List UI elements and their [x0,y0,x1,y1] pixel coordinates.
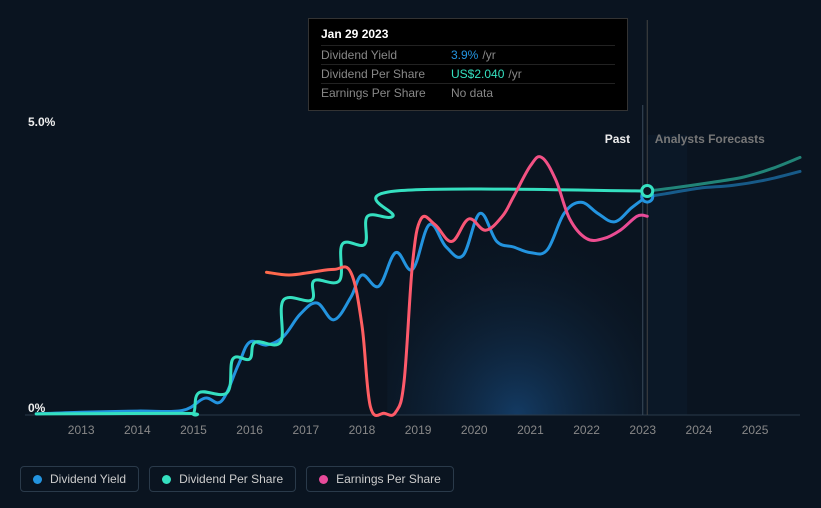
x-axis-label: 2017 [292,423,319,437]
tooltip-row-label: Earnings Per Share [321,86,451,100]
y-axis-label: 5.0% [28,115,55,129]
y-axis-label: 0% [28,401,45,415]
x-axis-label: 2022 [573,423,600,437]
legend-label: Earnings Per Share [336,472,441,486]
tooltip-row-label: Dividend Per Share [321,67,451,81]
past-label: Past [605,132,630,146]
x-axis-label: 2015 [180,423,207,437]
x-axis-label: 2014 [124,423,151,437]
legend-label: Dividend Per Share [179,472,283,486]
x-axis-label: 2024 [686,423,713,437]
dividend-chart: 0% 5.0% 2013 2014 2015 2016 2017 2018 2019 2020 2… [0,0,821,508]
legend-dot-icon [33,475,42,484]
legend-item[interactable]: Dividend Per Share [149,466,296,492]
legend-item[interactable]: Earnings Per Share [306,466,454,492]
tooltip-date: Jan 29 2023 [321,27,615,41]
tooltip-row-value: No data [451,86,493,100]
tooltip-row: Dividend Per ShareUS$2.040/yr [321,64,615,83]
x-axis-label: 2023 [629,423,656,437]
x-axis-label: 2013 [68,423,95,437]
x-axis-label: 2020 [461,423,488,437]
tooltip-row-suffix: /yr [482,48,495,62]
x-axis-label: 2021 [517,423,544,437]
tooltip-row: Earnings Per ShareNo data [321,83,615,102]
x-axis-label: 2018 [349,423,376,437]
legend-dot-icon [162,475,171,484]
tooltip-row-label: Dividend Yield [321,48,451,62]
legend-item[interactable]: Dividend Yield [20,466,139,492]
x-axis-label: 2025 [742,423,769,437]
legend-dot-icon [319,475,328,484]
x-axis-label: 2019 [405,423,432,437]
tooltip-row-suffix: /yr [508,67,521,81]
chart-legend: Dividend Yield Dividend Per Share Earnings… [20,466,454,492]
series-marker [642,186,653,197]
forecast-label: Analysts Forecasts [655,132,765,146]
legend-label: Dividend Yield [50,472,126,486]
tooltip-row: Dividend Yield3.9% /yr [321,45,615,64]
x-axis-label: 2016 [236,423,263,437]
chart-tooltip: Jan 29 2023 Dividend Yield3.9%/yrDividen… [308,18,628,111]
tooltip-row-value: US$2.040 [451,67,504,81]
tooltip-row-value: 3.9% [451,48,478,62]
